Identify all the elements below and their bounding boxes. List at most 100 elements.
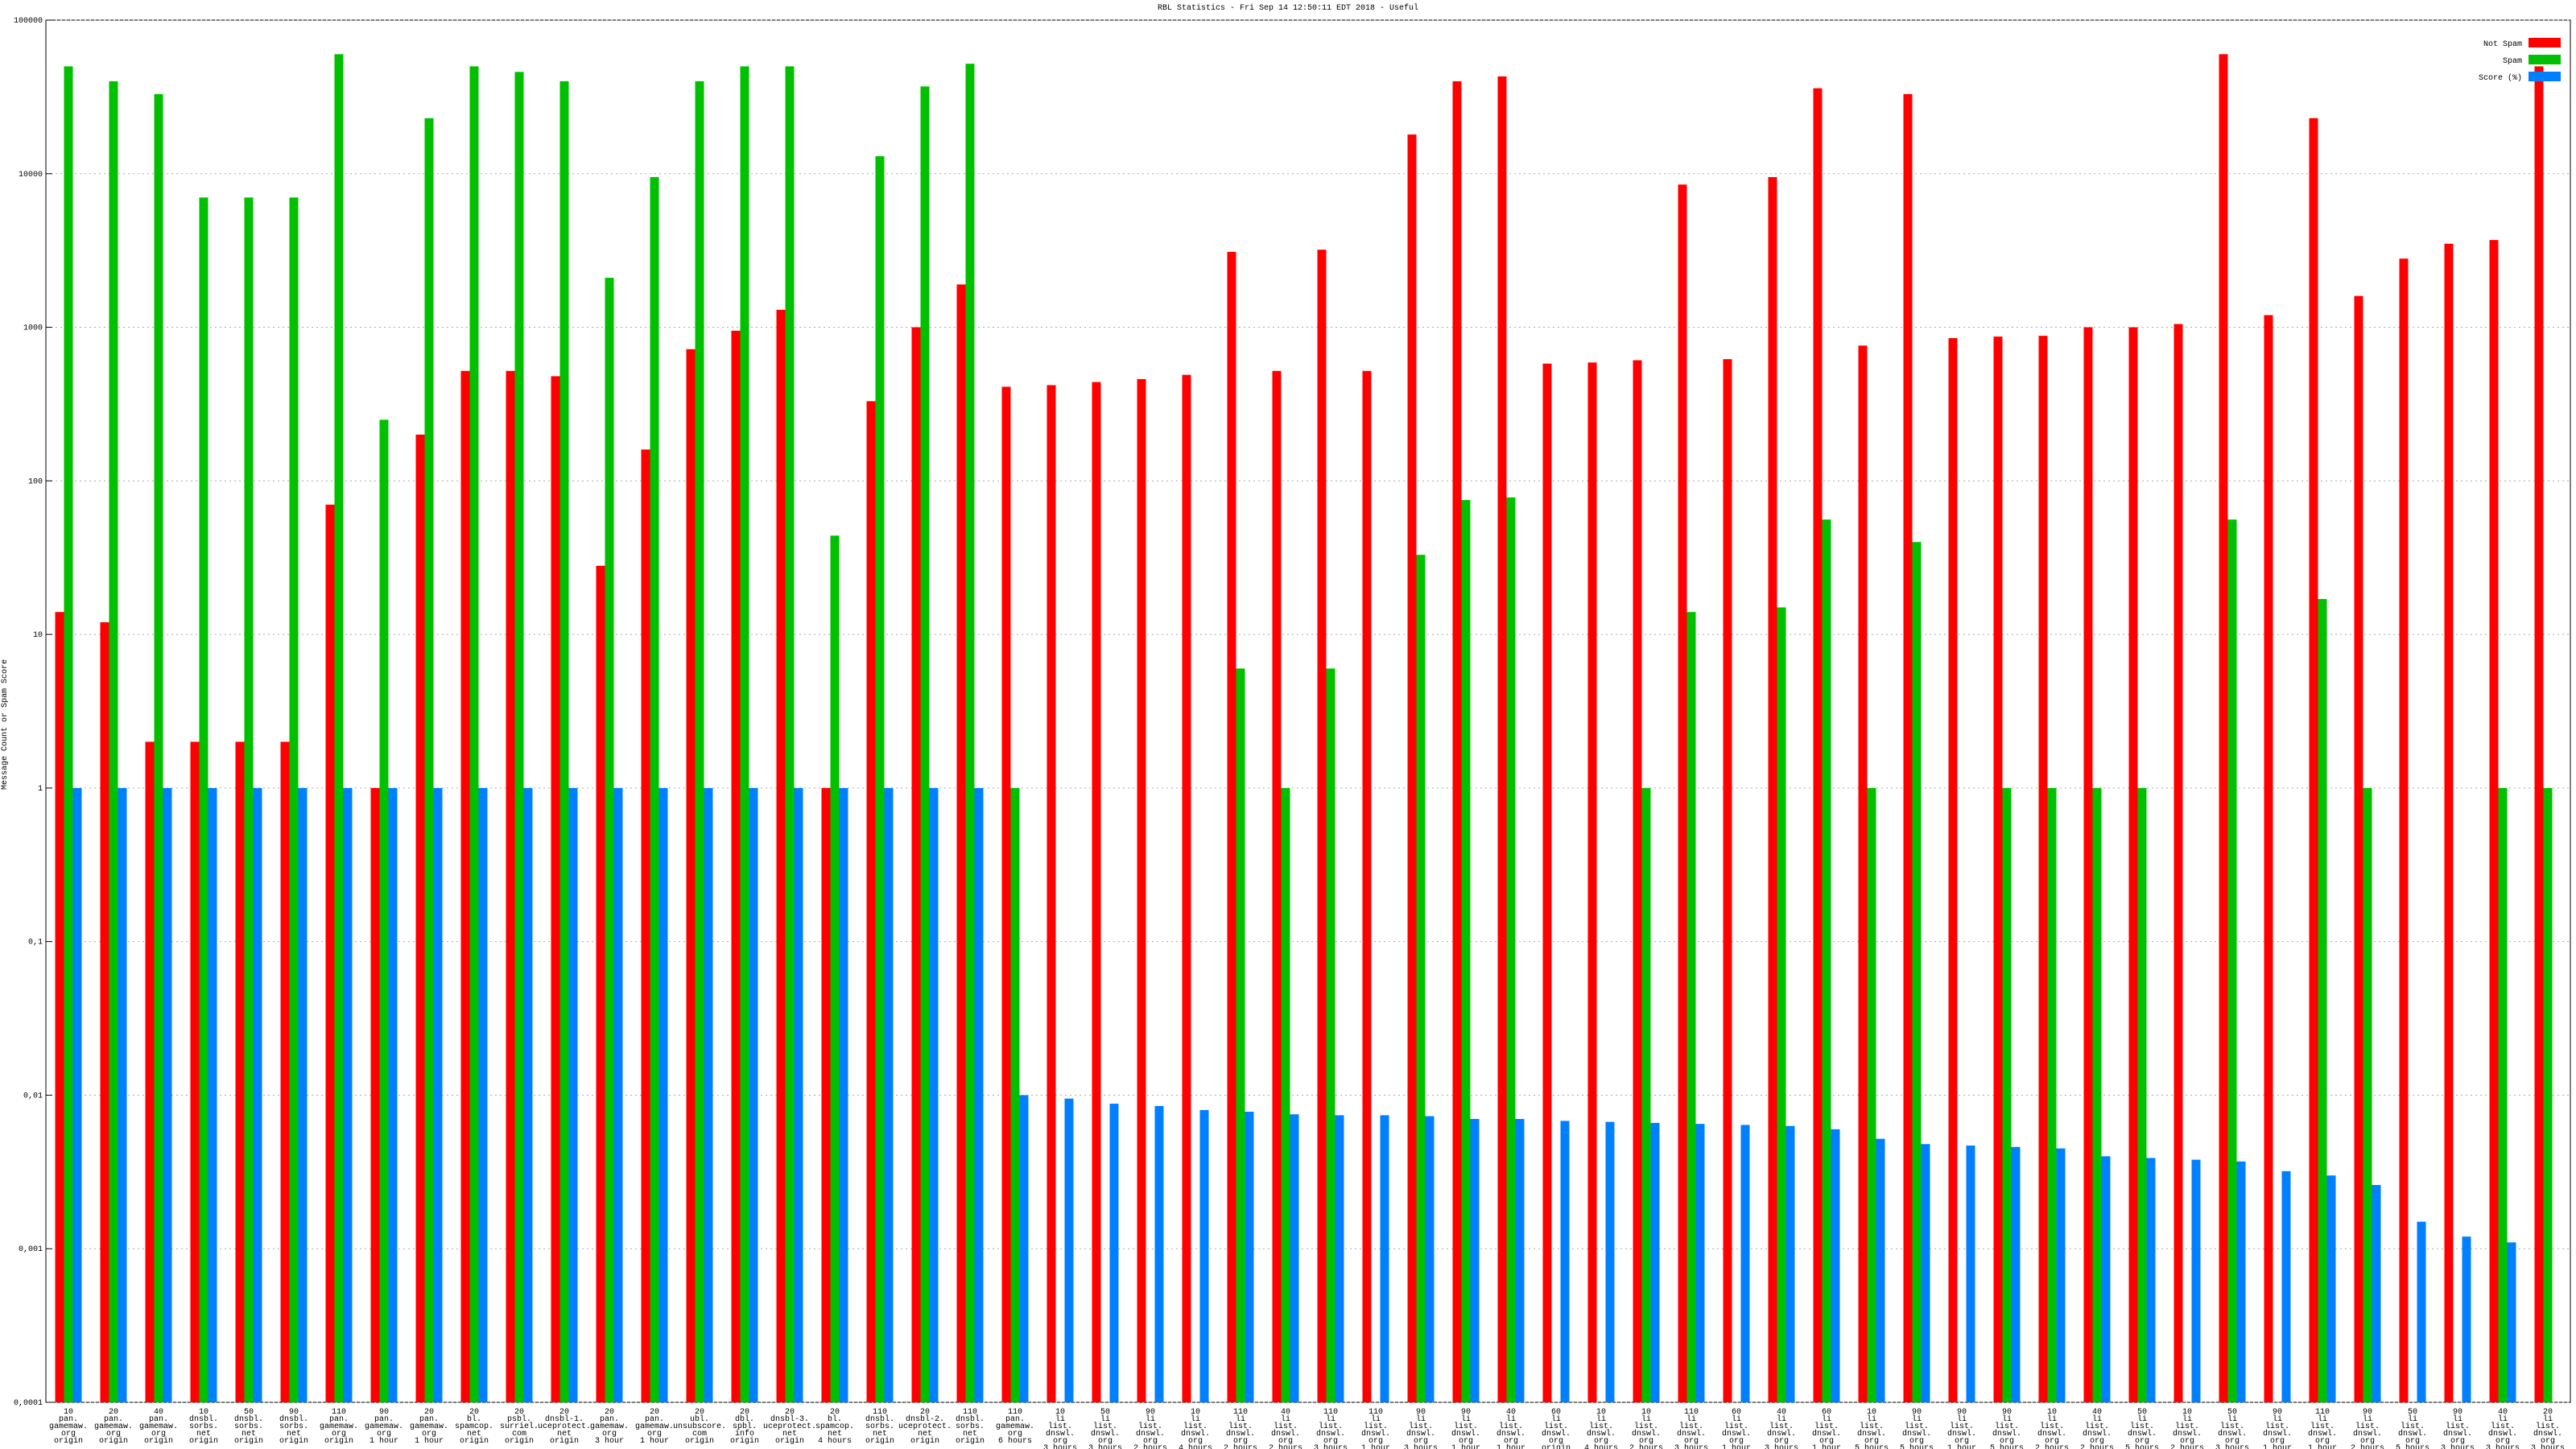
- bar: [379, 419, 389, 1402]
- bar: [2056, 1148, 2066, 1402]
- y-tick-label: 0,1: [28, 939, 43, 947]
- bar: [866, 401, 876, 1403]
- x-tick-label: 10 pan. gamemaw. org origin: [49, 1408, 88, 1446]
- bar: [1723, 359, 1732, 1402]
- bar: [1380, 1115, 1389, 1402]
- bar: [1335, 1115, 1344, 1402]
- x-tick-label: 10 li list. dnswl. org 2 hours: [2035, 1408, 2069, 1449]
- bar: [469, 66, 479, 1403]
- bar: [1515, 1118, 1525, 1402]
- bar: [298, 787, 308, 1402]
- x-tick-label: 90 pan. gamemaw. org 1 hour: [365, 1408, 403, 1446]
- x-tick-label: 90 li list. dnswl. org 5 hours: [1990, 1408, 2024, 1449]
- x-tick-label: 40 pan. gamemaw. org origin: [139, 1408, 178, 1446]
- bar: [740, 66, 749, 1403]
- bar: [190, 741, 200, 1402]
- bar: [154, 93, 163, 1403]
- y-tick-label: 100000: [14, 17, 43, 26]
- bar: [1452, 80, 1462, 1403]
- x-tick-label: 20 pan. gamemaw. org 1 hour: [635, 1408, 674, 1446]
- bar: [1813, 88, 1823, 1403]
- bar: [1497, 76, 1507, 1403]
- x-tick-label: 60 li list. dnswl. org origin: [1542, 1408, 1571, 1449]
- bar: [244, 197, 254, 1403]
- bar: [884, 787, 894, 1402]
- bar: [1290, 1114, 1299, 1402]
- y-tick-label: 1000: [23, 324, 43, 333]
- x-tick-label: 10 li list. dnswl. org 3 hours: [1043, 1408, 1077, 1449]
- x-tick-label: 20 ubl. unsubscore. com origin: [673, 1408, 726, 1446]
- bar: [424, 118, 434, 1402]
- bar: [974, 787, 984, 1402]
- bar: [1993, 336, 2003, 1402]
- bar: [2174, 324, 2183, 1402]
- bar: [1046, 385, 1056, 1403]
- bar: [100, 622, 109, 1402]
- x-tick-label: 110 li list. dnswl. org 2 hours: [1224, 1408, 1257, 1449]
- bar: [370, 787, 380, 1402]
- bar: [1695, 1124, 1705, 1402]
- bar: [1678, 184, 1687, 1403]
- bar: [388, 787, 398, 1402]
- bar: [794, 787, 803, 1402]
- bar: [2047, 787, 2057, 1402]
- bar: [1560, 1121, 1570, 1402]
- legend-label: Spam: [2503, 57, 2522, 66]
- bar: [596, 565, 605, 1403]
- bar: [2444, 243, 2454, 1402]
- x-tick-label: 90 li list. dnswl. org 1 hour: [2263, 1408, 2292, 1449]
- bar: [208, 787, 217, 1402]
- bar: [506, 370, 515, 1402]
- bar: [325, 504, 335, 1402]
- bar: [1785, 1125, 1795, 1402]
- bar: [334, 54, 344, 1402]
- x-tick-label: 90 li list. dnswl. org 2 hours: [2351, 1408, 2384, 1449]
- bar: [415, 434, 425, 1402]
- bar: [1867, 787, 1876, 1402]
- bar: [2417, 1221, 2426, 1402]
- bar: [776, 309, 786, 1403]
- bar: [2318, 599, 2327, 1402]
- bar: [650, 177, 659, 1403]
- y-tick-label: 0,0001: [14, 1399, 43, 1408]
- x-tick-label: 20 pan. gamemaw. org 1 hour: [410, 1408, 448, 1446]
- x-tick-label: 10 li list. dnswl. org 4 hours: [1584, 1408, 1618, 1449]
- bar: [289, 197, 299, 1403]
- x-tick-label: 110 li list. dnswl. org 1 hour: [2308, 1408, 2337, 1449]
- x-tick-label: 50 dnsbl. sorbs. net origin: [234, 1408, 263, 1446]
- bar: [1858, 345, 1868, 1402]
- bar: [2137, 787, 2147, 1402]
- bar: [920, 86, 930, 1402]
- x-tick-label: 50 li list. dnswl. org 5 hours: [2396, 1408, 2429, 1449]
- bar: [2281, 1170, 2291, 1402]
- bar: [1182, 374, 1191, 1402]
- x-tick-label: 90 li list. dnswl. org 1 hour: [1451, 1408, 1480, 1449]
- bar: [929, 787, 939, 1402]
- bar: [2543, 787, 2553, 1402]
- x-tick-label: 50 li list. dnswl. org 3 hours: [2215, 1408, 2249, 1449]
- bar: [1903, 93, 1913, 1403]
- bar: [2489, 240, 2499, 1403]
- x-tick-label: 90 li list. dnswl. org 3 hours: [1404, 1408, 1438, 1449]
- bar: [785, 66, 795, 1403]
- bar: [956, 284, 966, 1403]
- bar: [2227, 519, 2237, 1402]
- bar: [2326, 1175, 2336, 1402]
- bar: [433, 787, 443, 1402]
- bar: [1199, 1109, 1209, 1402]
- bar: [523, 787, 533, 1402]
- bar: [2191, 1159, 2201, 1402]
- y-axis-label: Message Count or Spam Score: [1, 659, 10, 790]
- x-tick-label: 20 dnsbl-3. uceprotect. net origin: [763, 1408, 816, 1446]
- bar: [1010, 787, 1020, 1402]
- x-tick-label: 110 dnsbl. sorbs. net origin: [956, 1408, 985, 1446]
- bar: [72, 787, 82, 1402]
- x-tick-label: 90 li list. dnswl. org 5 hours: [1900, 1408, 1934, 1449]
- bar: [2309, 118, 2318, 1402]
- x-tick-label: 90 li list. dnswl. org 3 hours: [2441, 1408, 2475, 1449]
- chart-title: RBL Statistics - Fri Sep 14 12:50:11 EDT…: [1158, 3, 1418, 13]
- bar: [1362, 370, 1372, 1402]
- bar: [1092, 382, 1101, 1402]
- bar: [731, 330, 741, 1402]
- bar: [830, 535, 840, 1402]
